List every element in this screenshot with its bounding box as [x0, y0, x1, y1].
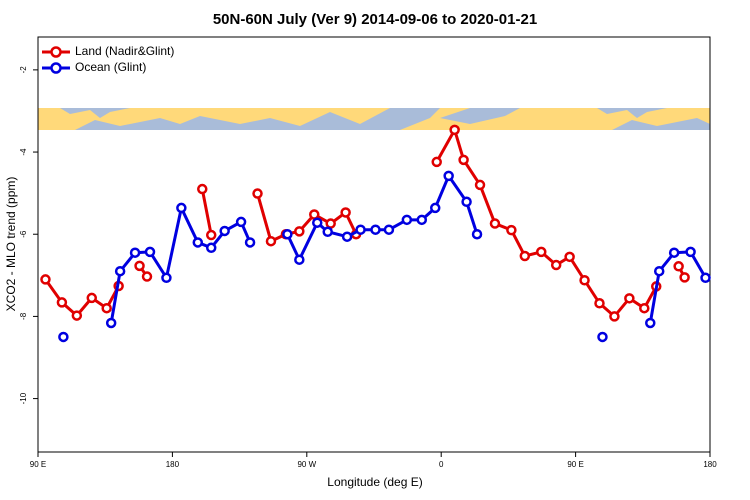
- point: [282, 228, 293, 240]
- x-tick-label: 90 W: [297, 460, 316, 469]
- point: [192, 237, 204, 248]
- legend: Land (Nadir&Glint) Ocean (Glint): [42, 44, 174, 74]
- point: [685, 246, 696, 258]
- legend-marker: [50, 62, 62, 74]
- x-tick-label: 0: [439, 460, 444, 469]
- legend-marker: [50, 46, 62, 58]
- point: [129, 247, 141, 258]
- point: [40, 274, 51, 285]
- point: [550, 259, 562, 271]
- point: [645, 317, 656, 329]
- y-tick-label: -6: [19, 230, 28, 238]
- point: [536, 246, 547, 258]
- point: [71, 310, 83, 321]
- point: [668, 247, 680, 258]
- point: [383, 224, 395, 235]
- point: [471, 228, 483, 240]
- point: [458, 154, 469, 166]
- series-line: [44, 126, 686, 319]
- point: [340, 207, 351, 218]
- point: [639, 302, 650, 314]
- point: [673, 261, 684, 272]
- point: [370, 224, 381, 235]
- point: [176, 202, 187, 214]
- point: [265, 235, 277, 247]
- point: [101, 302, 112, 314]
- point: [141, 271, 153, 282]
- point: [219, 225, 230, 237]
- point: [489, 218, 501, 229]
- x-tick-label: 180: [166, 460, 180, 469]
- point: [564, 251, 575, 263]
- y-tick-label: -2: [19, 66, 28, 74]
- point: [294, 254, 305, 265]
- series-line: [109, 172, 707, 324]
- point: [679, 272, 690, 283]
- point: [205, 229, 217, 241]
- legend-label: Land (Nadir&Glint): [75, 44, 174, 58]
- point: [519, 250, 531, 262]
- legend-label: Ocean (Glint): [75, 60, 146, 74]
- point: [86, 292, 98, 304]
- point: [594, 298, 605, 309]
- point: [431, 156, 442, 168]
- point: [161, 272, 172, 284]
- point: [461, 196, 472, 208]
- point: [235, 216, 247, 228]
- point: [401, 214, 413, 226]
- point: [322, 226, 333, 238]
- point: [700, 272, 711, 284]
- point: [597, 331, 608, 343]
- point: [579, 274, 590, 286]
- point: [252, 188, 263, 199]
- point: [416, 214, 428, 226]
- y-tick-label: -10: [19, 392, 28, 404]
- point: [624, 293, 635, 304]
- point: [56, 297, 68, 308]
- plot-frame: [37, 36, 711, 453]
- point: [58, 331, 69, 343]
- x-tick-label: 90 E: [567, 460, 583, 469]
- point: [355, 224, 366, 235]
- point: [309, 209, 320, 220]
- point: [294, 226, 305, 237]
- point: [312, 217, 323, 228]
- y-axis-label: XCO2 - MLO trend (ppm): [4, 177, 18, 312]
- x-axis-label: Longitude (deg E): [327, 475, 422, 489]
- chart-title: 50N-60N July (Ver 9) 2014-09-06 to 2020-…: [213, 11, 537, 28]
- point: [653, 265, 665, 277]
- x-tick-label: 90 E: [30, 460, 46, 469]
- point: [205, 242, 217, 254]
- point: [429, 202, 441, 214]
- point: [443, 170, 454, 182]
- point: [325, 218, 336, 229]
- point: [449, 124, 460, 136]
- map-strip: [38, 108, 710, 130]
- point: [609, 311, 620, 322]
- point: [506, 224, 517, 236]
- point: [197, 183, 208, 195]
- y-tick-label: -4: [19, 148, 28, 156]
- point: [134, 260, 145, 272]
- point: [341, 231, 353, 242]
- point: [474, 179, 486, 191]
- point: [144, 246, 156, 258]
- y-tick-label: -8: [19, 312, 28, 320]
- point: [244, 237, 256, 248]
- point: [114, 265, 126, 277]
- x-tick-label: 180: [703, 460, 717, 469]
- point: [105, 317, 117, 329]
